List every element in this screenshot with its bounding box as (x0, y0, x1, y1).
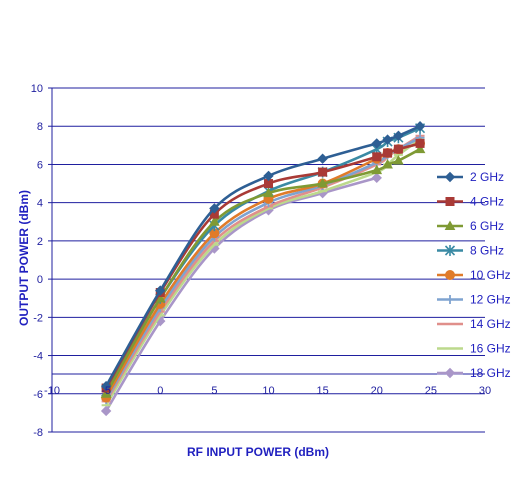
x-tick-label: -10 (44, 385, 60, 397)
x-tick-label: 0 (157, 385, 163, 397)
legend-swatch-marker (444, 171, 456, 183)
legend-item: 6 GHz (437, 219, 504, 233)
data-point (100, 380, 112, 392)
data-point (209, 203, 220, 214)
legend-item: 10 GHz (437, 268, 511, 282)
series-line (105, 138, 421, 406)
x-tick-label: 5 (211, 385, 217, 397)
legend-swatch-marker (445, 197, 455, 206)
data-point (100, 388, 112, 398)
series-2-ghz (100, 121, 426, 392)
data-point (100, 405, 112, 417)
legend-label: 16 GHz (470, 342, 511, 356)
data-point (317, 178, 328, 188)
data-point (263, 170, 274, 182)
legend-item: 8 GHz (437, 244, 504, 258)
data-point (393, 144, 403, 154)
y-tick-label: 4 (37, 198, 43, 210)
data-point (318, 167, 328, 177)
y-tick-label: -6 (33, 389, 43, 401)
series-layer (100, 121, 426, 417)
legend-label: 6 GHz (470, 219, 504, 233)
legend-label: 4 GHz (470, 195, 504, 209)
y-tick-label: -4 (33, 351, 43, 363)
legend-item: 14 GHz (437, 317, 511, 331)
data-point (393, 130, 404, 141)
legend-item: 4 GHz (437, 195, 504, 209)
legend-label: 2 GHz (470, 170, 504, 184)
legend-label: 18 GHz (470, 366, 511, 380)
data-point (372, 152, 382, 162)
data-point (415, 138, 425, 148)
legend-swatch-marker (445, 295, 455, 304)
legend-label: 8 GHz (470, 244, 504, 258)
data-point (414, 143, 426, 154)
y-tick-label: -8 (33, 427, 43, 439)
data-point (263, 187, 274, 198)
legend-label: 14 GHz (470, 317, 511, 331)
series-18-ghz (100, 172, 382, 417)
x-tick-label: 30 (479, 385, 491, 397)
legend-swatch-marker (444, 220, 456, 230)
data-point (371, 172, 382, 184)
data-point (155, 285, 166, 296)
legend-swatch-marker (444, 367, 456, 379)
data-point (414, 121, 426, 132)
series-line (104, 126, 421, 393)
x-tick-label: 10 (262, 385, 274, 397)
legend-item: 18 GHz (437, 366, 511, 380)
series-line (105, 134, 421, 403)
data-point (382, 134, 393, 145)
data-point (382, 158, 393, 169)
legend-item: 12 GHz (437, 293, 511, 307)
data-point (393, 155, 404, 165)
data-point (317, 153, 328, 164)
y-tick-label: 10 (31, 83, 43, 95)
legend-label: 12 GHz (470, 293, 511, 307)
series-6-ghz (100, 143, 426, 398)
legend-item: 2 GHz (437, 170, 504, 184)
y-axis-title: OUTPUT POWER (dBm) (17, 190, 31, 326)
data-point (371, 164, 383, 175)
legend-swatch-marker (445, 270, 455, 280)
legend-item: 16 GHz (437, 342, 511, 356)
x-tick-label: 15 (317, 385, 329, 397)
y-tick-label: -2 (33, 312, 43, 324)
y-tick-label: 2 (37, 236, 43, 248)
data-point (371, 138, 382, 149)
legend-label: 10 GHz (470, 268, 511, 282)
x-tick-label: -5 (101, 385, 111, 397)
y-tick-label: 8 (37, 121, 43, 133)
series-line (104, 142, 421, 399)
x-tick-label: 25 (425, 385, 437, 397)
x-tick-label: 20 (371, 385, 383, 397)
legend-swatch-marker (444, 245, 456, 256)
legend: 2 GHz 4 GHz 6 GHz 8 GHz 10 GHz 12 GHz 14 GHz 16… (437, 170, 511, 380)
data-point (209, 216, 220, 226)
data-point (383, 148, 393, 158)
y-tick-label: 6 (37, 159, 43, 171)
x-axis-title: RF INPUT POWER (dBm) (187, 445, 329, 459)
y-tick-label: 0 (37, 274, 43, 286)
